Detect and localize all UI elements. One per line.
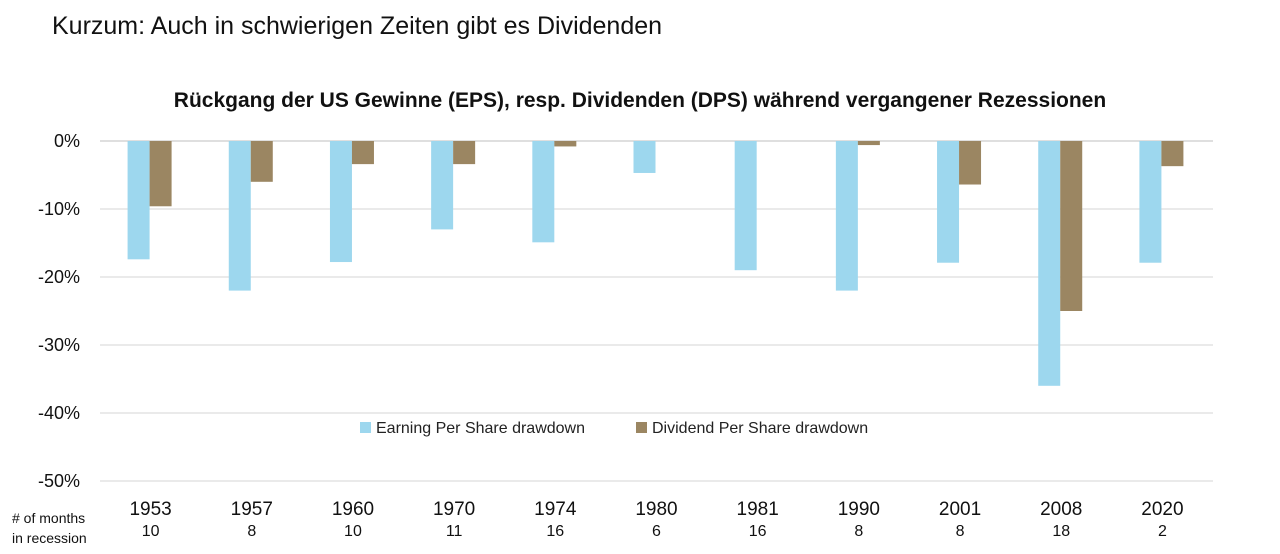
dps-bar (453, 141, 476, 165)
months-in-recession-label: 8 (854, 523, 863, 540)
dps-bar (959, 141, 982, 185)
legend: Earning Per Share drawdown Dividend Per S… (360, 420, 868, 437)
y-tick-label: -50% (38, 471, 80, 491)
x-axis-labels: 1953 10 1957 8 1960 10 1970 11 1974 16 1980 6 1981 16… (129, 499, 1183, 540)
x-tick-label: 1970 (433, 499, 475, 520)
dps-bar (250, 141, 273, 182)
eps-bar (937, 141, 960, 263)
eps-bar (1139, 141, 1162, 263)
eps-bar (329, 141, 352, 263)
x-tick-label: 1957 (231, 499, 273, 520)
page-title: Kurzum: Auch in schwierigen Zeiten gibt … (52, 12, 663, 40)
y-tick-label: -30% (38, 335, 80, 355)
months-in-recession-label: 10 (344, 523, 362, 540)
y-tick-label: -40% (38, 403, 80, 423)
months-label-line2: in recession (12, 530, 87, 546)
months-in-recession-label: 6 (652, 523, 661, 540)
dps-bar (1060, 141, 1083, 311)
eps-bar (228, 141, 251, 291)
eps-bar (127, 141, 150, 260)
eps-bar (835, 141, 858, 291)
legend-swatch (636, 422, 647, 433)
eps-bar (734, 141, 757, 271)
y-tick-label: -20% (38, 267, 80, 287)
months-in-recession-label: 18 (1052, 523, 1070, 540)
eps-bar (532, 141, 555, 243)
months-in-recession-label: 2 (1158, 523, 1167, 540)
months-in-recession-label: 8 (247, 523, 256, 540)
months-in-recession-label: 11 (446, 523, 463, 540)
months-in-recession-label: 8 (956, 523, 965, 540)
eps-bar (431, 141, 454, 230)
eps-bar (1038, 141, 1061, 386)
x-tick-label: 2008 (1040, 499, 1082, 520)
x-tick-label: 1960 (332, 499, 374, 520)
x-tick-label: 2001 (939, 499, 981, 520)
bars (127, 141, 1184, 386)
dps-bar (1161, 141, 1184, 167)
x-tick-label: 1974 (534, 499, 577, 520)
x-tick-label: 1953 (129, 499, 171, 520)
x-tick-label: 1980 (635, 499, 677, 520)
legend-label: Dividend Per Share drawdown (652, 420, 868, 437)
months-in-recession-label: 16 (546, 523, 564, 540)
y-axis-ticks: 0% -10% -20% -30% -40% -50% (38, 131, 80, 491)
x-tick-label: 2020 (1141, 499, 1183, 520)
chart-title: Rückgang der US Gewinne (EPS), resp. Div… (173, 89, 1107, 112)
eps-bar (633, 141, 656, 173)
x-tick-label: 1981 (737, 499, 779, 520)
y-tick-label: 0% (54, 131, 80, 151)
legend-label: Earning Per Share drawdown (376, 420, 585, 437)
dps-bar (149, 141, 172, 207)
legend-swatch (360, 422, 371, 433)
y-tick-label: -10% (38, 199, 80, 219)
months-label-line1: # of months (12, 510, 86, 526)
grid-lines (100, 140, 1213, 482)
dps-bar (351, 141, 374, 165)
months-in-recession-label: 10 (142, 523, 160, 540)
dps-bar (857, 141, 880, 146)
x-tick-label: 1990 (838, 499, 880, 520)
dps-bar (554, 141, 577, 147)
months-in-recession-label: 16 (749, 523, 767, 540)
